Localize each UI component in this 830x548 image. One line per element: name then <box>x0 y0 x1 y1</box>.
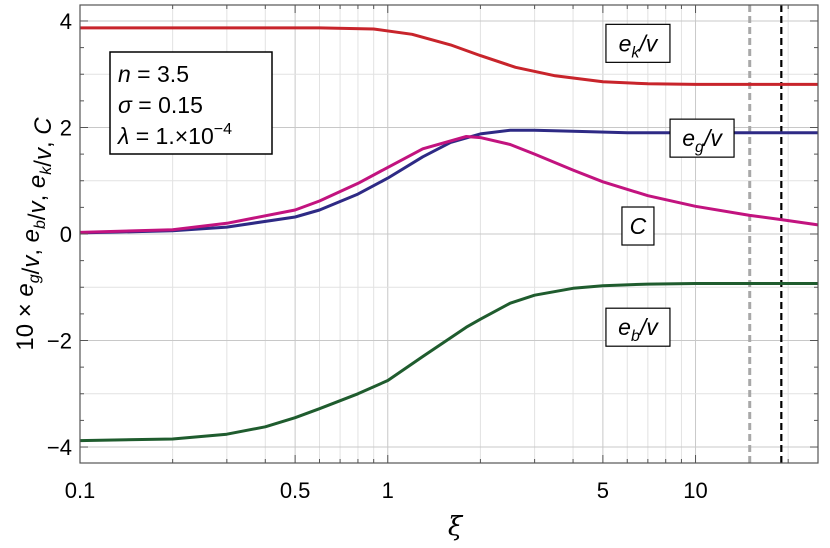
y-tick-label: −4 <box>47 435 72 460</box>
parameter-box-frame <box>109 51 273 155</box>
y-axis-label-part: 10 × <box>12 297 39 351</box>
y-axis-label-text: 10 × eg/v, eb/v, ek/v, C <box>12 117 57 351</box>
x-tick-label: 10 <box>683 478 707 503</box>
series-label-subscript: g <box>695 139 704 156</box>
y-axis-label-part: , <box>30 135 57 148</box>
series-label-base: C <box>630 213 647 239</box>
y-axis-label-part: / <box>18 267 45 274</box>
series-label: C <box>630 213 647 239</box>
parameter-value: 0.15 <box>158 92 203 118</box>
parameter-exponent: −4 <box>214 121 232 138</box>
y-axis-label-part: , <box>24 188 51 201</box>
parameter-symbol: λ <box>116 123 129 149</box>
y-tick-label: −2 <box>47 329 72 354</box>
series-line <box>79 135 819 234</box>
series-label: eg/v <box>682 125 723 156</box>
series-lines <box>79 26 819 443</box>
y-axis-label-symbol: e <box>24 175 51 188</box>
x-tick-label: 1 <box>382 478 394 503</box>
series-line <box>80 26 818 86</box>
series-label-base: e <box>618 314 631 340</box>
y-axis-label-part: / <box>24 213 51 220</box>
grid <box>79 5 818 463</box>
y-tick-label: 2 <box>60 115 72 140</box>
series-label-subscript: b <box>631 328 640 345</box>
parameter-symbol: σ <box>118 92 133 118</box>
series-label-base: e <box>682 125 695 151</box>
y-axis-label-part: C <box>30 117 57 135</box>
y-axis-label-subscript: b <box>32 220 49 229</box>
y-axis-label-part: v <box>24 199 51 213</box>
tick-marks <box>79 5 818 463</box>
parameter-box: n = 3.5 σ = 0.15 λ = 1.×10−4 <box>109 51 273 155</box>
y-axis-label-subscript: g <box>26 274 43 283</box>
y-axis-label: 10 × eg/v, eb/v, ek/v, C <box>12 117 57 351</box>
parameter-line: n = 3.5 <box>118 61 189 87</box>
series-label: ek/v <box>619 30 659 61</box>
y-axis-label-symbol: e <box>12 283 39 296</box>
parameter-equals: = <box>129 123 155 149</box>
y-axis-label-symbol: e <box>18 229 45 242</box>
y-axis-label-subscript: k <box>38 166 55 175</box>
series-label-box <box>621 206 655 246</box>
parameter-value: 1.×10 <box>156 123 214 149</box>
y-tick-label: 4 <box>60 9 72 34</box>
series-label-base: e <box>619 30 632 56</box>
series-label: eb/v <box>618 314 659 345</box>
x-tick-label: 0.5 <box>280 478 311 503</box>
series-label-subscript: k <box>631 44 640 61</box>
x-tick-labels: 0.1 0.5 1 5 10 <box>65 478 708 503</box>
parameter-symbol: n <box>118 61 131 87</box>
parameter-value: 3.5 <box>157 61 189 87</box>
parameter-line: λ = 1.×10−4 <box>116 121 232 149</box>
series-label-tail: /v <box>637 30 658 56</box>
series-line <box>79 282 818 443</box>
x-tick-label: 0.1 <box>65 478 96 503</box>
y-tick-labels: −4 −2 0 2 4 <box>47 9 72 460</box>
y-axis-label-part: / <box>30 160 57 167</box>
y-tick-label: 0 <box>60 222 72 247</box>
series-label-box <box>669 118 735 158</box>
x-tick-label: 5 <box>597 478 609 503</box>
series-label-box <box>605 307 671 347</box>
series-label-tail: /v <box>702 125 723 151</box>
series-line <box>79 128 818 235</box>
x-axis-label: ξ <box>448 512 464 542</box>
y-axis-label-part: v <box>30 146 57 160</box>
series-label-tail: /v <box>638 314 659 340</box>
y-axis-label-part: v <box>18 254 45 268</box>
parameter-line: σ = 0.15 <box>118 92 203 118</box>
series-label-box <box>605 23 671 63</box>
y-axis-label-part: , <box>18 242 45 255</box>
parameter-equals: = <box>132 92 158 118</box>
parameter-equals: = <box>131 61 157 87</box>
